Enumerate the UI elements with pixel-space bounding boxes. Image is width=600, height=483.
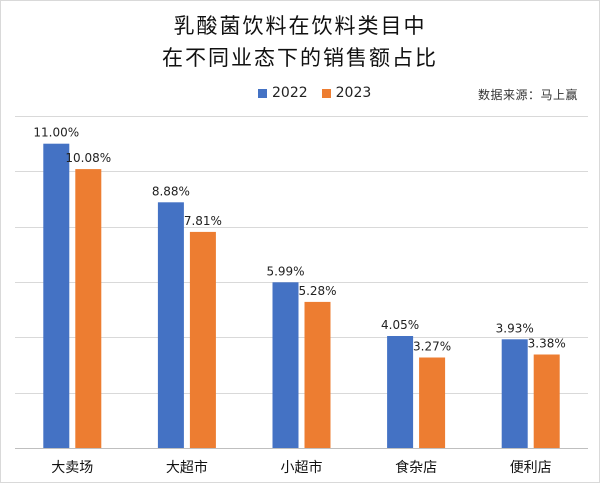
x-tick-label-1: 大卖场	[51, 460, 93, 476]
legend: 2022 2023	[258, 84, 385, 102]
legend-swatch-2023	[321, 88, 331, 98]
legend-label-2022: 2022	[272, 85, 308, 101]
source-note: 数据来源：马上赢	[477, 88, 578, 102]
legend-swatch-2022	[258, 88, 267, 98]
legend-item-2023: 2023	[321, 85, 372, 101]
legend-item-2022: 2022	[258, 85, 308, 101]
data-label-2022-5: 3.93%	[496, 321, 534, 335]
bar-2023-1	[75, 169, 102, 448]
data-label-2022-4: 4.05%	[381, 318, 419, 332]
bar-2023-4	[419, 357, 446, 448]
bar-2023-3	[304, 301, 331, 448]
gridlines	[15, 116, 588, 449]
bar-2022-3	[272, 282, 299, 448]
data-labels: 11.00% 10.08% 8.88% 7.81% 5.99% 5.28% 4.05% 3.2…	[33, 126, 565, 354]
data-label-2022-3: 5.99%	[266, 264, 304, 278]
x-tick-label-4: 食杂店	[395, 459, 437, 476]
bar-2023-2	[189, 231, 216, 448]
bar-2022-2	[157, 202, 184, 448]
x-tick-label-3: 小超市	[281, 459, 323, 476]
x-tick-labels: 大卖场 大超市 小超市 食杂店 便利店	[51, 459, 551, 476]
data-label-2023-1: 10.08%	[65, 151, 111, 165]
data-label-2023-2: 7.81%	[184, 214, 222, 228]
data-label-2023-5: 3.38%	[528, 337, 566, 351]
bar-2022-1	[43, 143, 70, 448]
data-label-2022-1: 11.00%	[33, 126, 79, 140]
chart-title-line-1: 乳酸菌饮料在饮料类目中	[173, 14, 427, 38]
x-tick-label-2: 大超市	[166, 459, 208, 476]
bar-2022-5	[501, 339, 528, 448]
legend-label-2023: 2023	[335, 85, 372, 101]
bar-2022-4	[387, 336, 414, 448]
data-label-2023-3: 5.28%	[298, 284, 336, 298]
data-label-2023-4: 3.27%	[413, 340, 451, 354]
data-label-2022-2: 8.88%	[152, 184, 190, 198]
x-tick-label-5: 便利店	[510, 460, 552, 476]
chart-title-line-2: 在不同业态下的销售额占比	[162, 46, 438, 70]
bar-2023-5	[533, 354, 560, 448]
bars	[43, 143, 560, 448]
